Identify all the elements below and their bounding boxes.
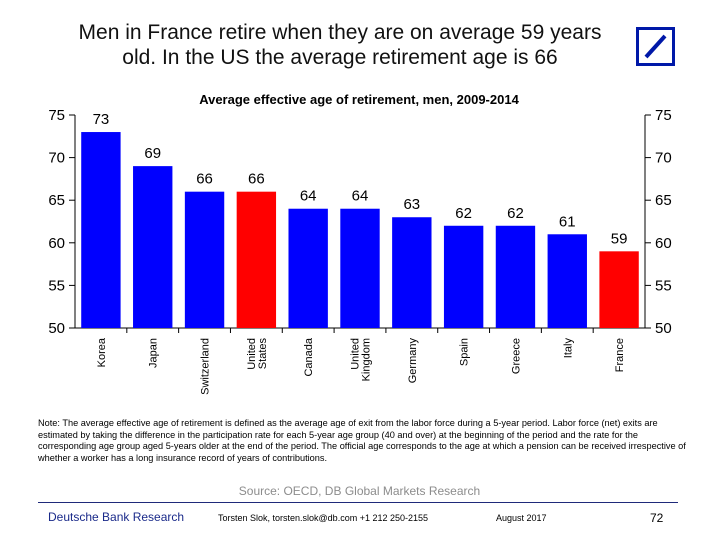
x-tick-label-line: France [614,338,626,372]
y-tick-label-left: 65 [48,192,65,209]
x-tick-label-line: States [257,338,269,370]
x-tick-label: Spain [459,338,471,366]
deutsche-bank-logo [636,27,675,66]
x-tick-label: Greece [510,338,522,374]
x-tick-label-line: Germany [407,338,419,384]
x-tick-label-line: United [350,338,362,370]
y-tick-label-left: 50 [48,320,65,337]
x-tick-label: Germany [407,338,419,384]
x-tick-label: United States [246,338,269,370]
chart-title: Average effective age of retirement, men… [199,92,519,107]
y-tick-label-right: 65 [655,192,672,209]
footer-brand: Deutsche Bank Research [48,510,185,524]
y-tick-label-right: 75 [655,107,672,124]
y-tick-label-right: 60 [655,235,672,252]
x-tick-label-line: Canada [303,337,315,376]
bar-greece [495,225,536,328]
page-number: 72 [650,511,664,525]
x-tick-label-line: Japan [148,338,160,368]
x-tick-labels: Korea Japan Switzerland United States Canada U… [96,337,626,395]
headline: Men in France retire when they are on av… [78,21,602,69]
y-tick-label-left: 60 [48,235,65,252]
x-tick-label-line: United [246,338,258,370]
data-label: 61 [559,213,576,230]
x-tick-label: Canada [303,337,315,376]
logo-slash [644,34,667,59]
data-label: 66 [248,171,265,188]
footer-rule [38,502,678,503]
bar-canada [288,208,328,328]
bar-korea [81,132,121,328]
x-tick-label: Italy [562,338,574,359]
bar-united-states [236,191,277,328]
x-tick-label-line: Switzerland [200,338,212,395]
x-tick-label: Switzerland [200,338,212,395]
y-tick-label-right: 50 [655,320,672,337]
y-tick-label-right: 55 [655,277,672,294]
x-tick-label-line: Spain [459,338,471,366]
x-tick-label: United Kingdom [350,338,373,381]
bar-switzerland [184,191,225,328]
axes: 50 50 55 55 60 60 65 65 70 70 75 75 [48,107,671,337]
data-label: 64 [300,188,317,205]
data-label: 69 [144,145,161,162]
bar-france [599,251,639,328]
x-tick-label: Japan [148,338,160,368]
data-label: 64 [352,188,369,205]
bar-italy [547,234,587,328]
bar-chart: Average effective age of retirement, men… [48,92,671,395]
chart-note: Note: The average effective age of retir… [38,418,686,463]
y-tick-label-left: 75 [48,107,65,124]
bar-united-kingdom [340,208,380,328]
data-labels: 73 69 66 66 64 64 63 62 62 61 59 [93,111,628,247]
footer-contact: Torsten Slok, torsten.slok@db.com +1 212… [218,513,429,523]
data-label: 73 [93,111,110,128]
data-label: 59 [611,230,628,247]
x-tick-label-line: Korea [96,337,108,367]
data-label: 62 [455,205,472,222]
footer-date: August 2017 [496,513,547,523]
x-tick-label-line: Greece [510,338,522,374]
x-tick-label: France [614,338,626,372]
data-label: 66 [196,171,213,188]
bar-spain [443,225,484,328]
data-label: 62 [507,205,524,222]
x-tick-label: Korea [96,337,108,367]
x-tick-label-line: Italy [562,338,574,359]
x-tick-label-line: Kingdom [361,338,373,381]
bar-japan [133,166,173,328]
y-tick-label-right: 70 [655,150,672,167]
bars [81,132,639,328]
bar-germany [392,217,432,328]
data-label: 63 [403,196,420,213]
y-tick-label-left: 55 [48,277,65,294]
source-line: Source: OECD, DB Global Markets Research [238,484,481,498]
logo-frame [636,27,675,66]
y-tick-label-left: 70 [48,150,65,167]
